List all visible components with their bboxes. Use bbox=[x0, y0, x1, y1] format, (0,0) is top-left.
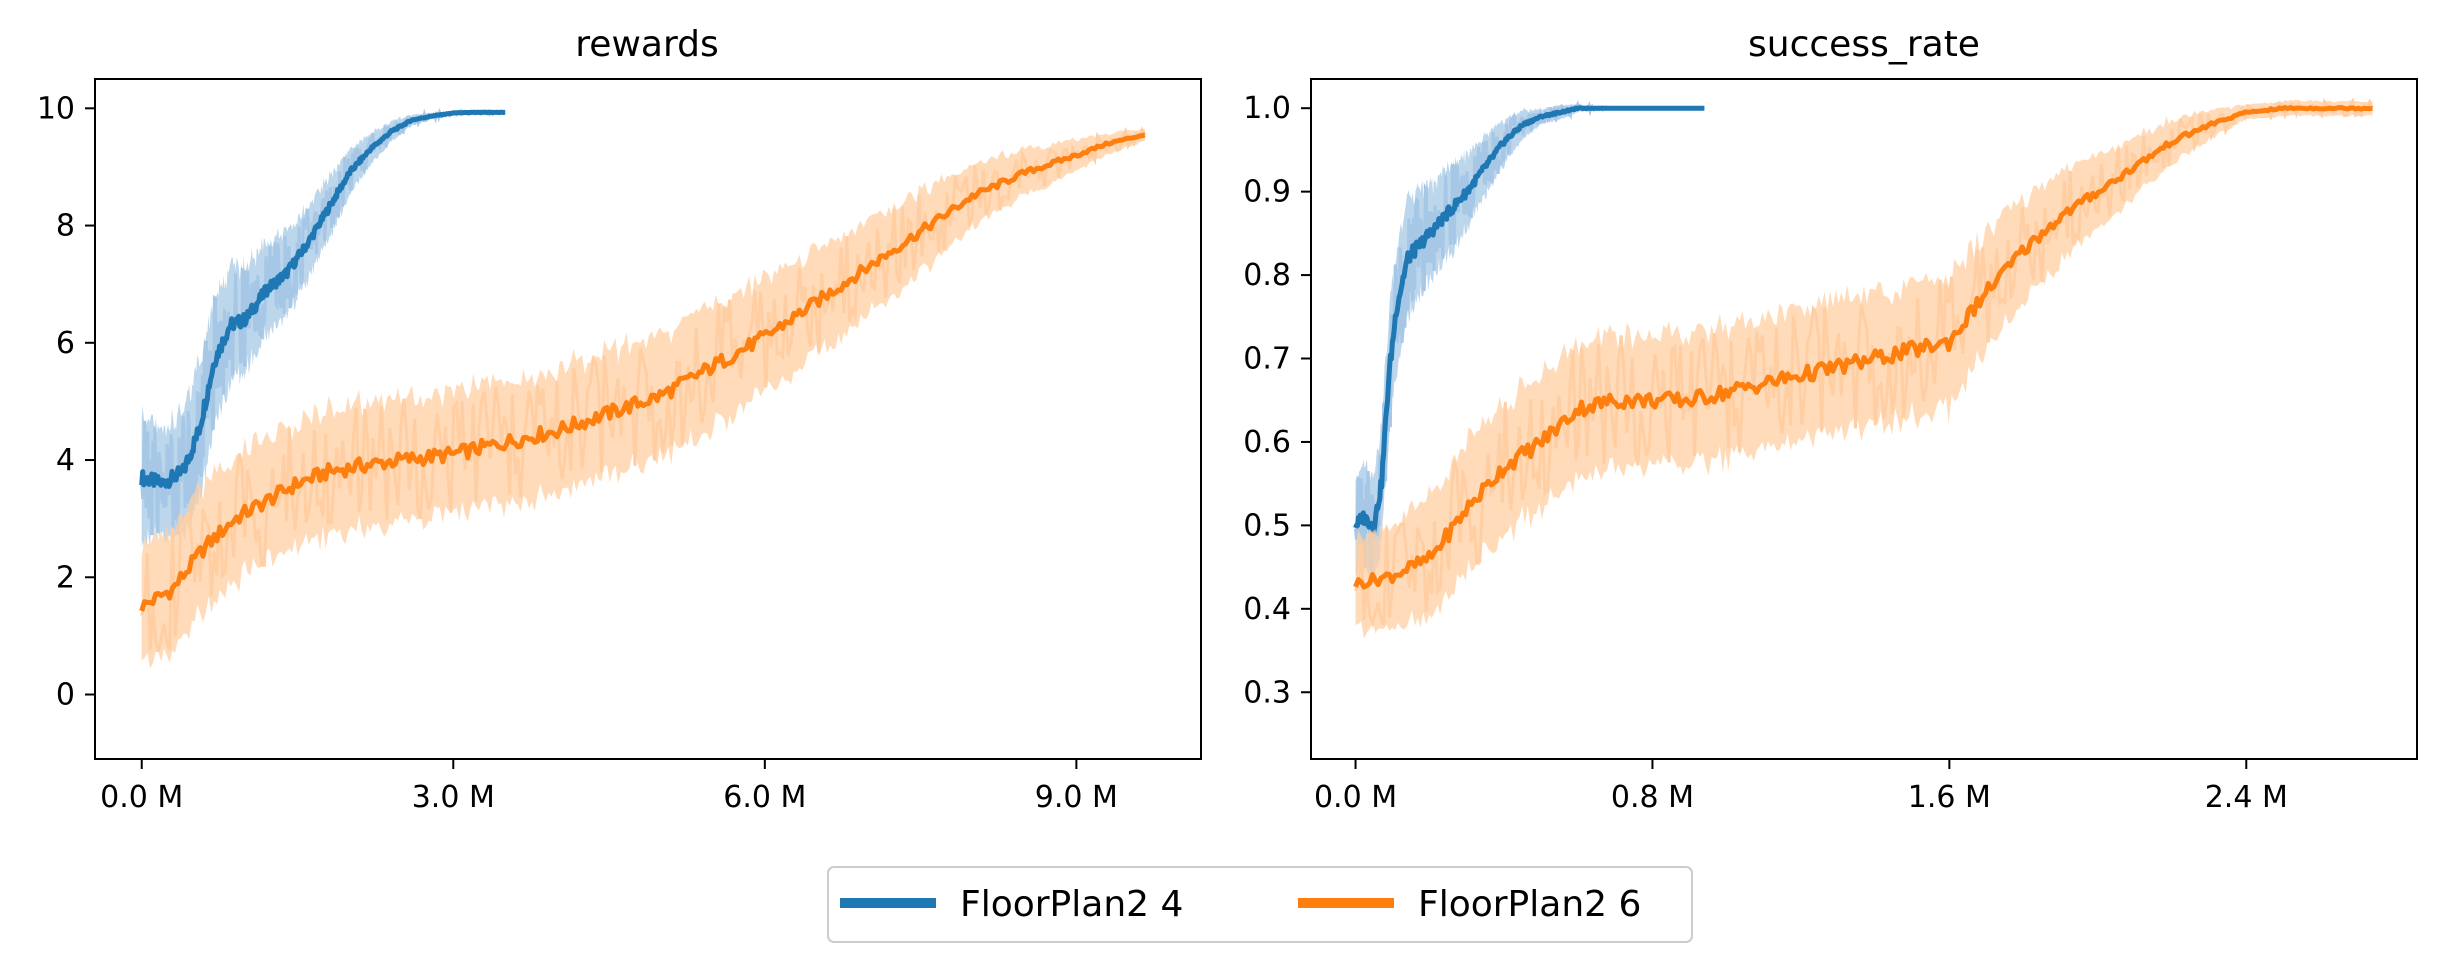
y-tick-label: 0.5 bbox=[1243, 508, 1291, 543]
legend-label-floorplan2-4: FloorPlan2 4 bbox=[960, 884, 1183, 925]
series-line-floorplan2-4 bbox=[1353, 105, 1706, 534]
x-tick-label: 2.4 M bbox=[2205, 780, 2288, 815]
x-tick-label: 6.0 M bbox=[723, 780, 806, 815]
legend-frame bbox=[827, 866, 1693, 943]
axes-frame bbox=[94, 78, 1202, 760]
plot-area bbox=[1353, 97, 2374, 639]
x-tick-label: 0.0 M bbox=[100, 780, 183, 815]
legend: FloorPlan2 4 FloorPlan2 6 bbox=[827, 866, 1693, 943]
series-line-floorplan2-4 bbox=[139, 109, 507, 489]
chart-title: rewards bbox=[575, 24, 718, 65]
plot-area bbox=[139, 107, 1147, 669]
y-tick-label: 1.0 bbox=[1243, 91, 1291, 126]
x-tick-label: 0.0 M bbox=[1314, 780, 1397, 815]
x-tick-label: 9.0 M bbox=[1035, 780, 1118, 815]
y-tick-label: 10 bbox=[37, 91, 75, 126]
x-tick-label: 3.0 M bbox=[412, 780, 495, 815]
series-band-floorplan2-6 bbox=[1355, 99, 2373, 639]
y-tick-label: 0.7 bbox=[1243, 342, 1291, 377]
series-line-floorplan2-6 bbox=[1353, 105, 2373, 590]
axes-frame bbox=[1310, 78, 2418, 760]
y-tick-label: 0.4 bbox=[1243, 592, 1291, 627]
y-tick-label: 6 bbox=[56, 326, 75, 361]
x-tick-label: 1.6 M bbox=[1908, 780, 1991, 815]
x-tick-label: 0.8 M bbox=[1611, 780, 1694, 815]
y-tick-label: 8 bbox=[56, 209, 75, 244]
rewards-chart-panel: rewards 0.0 M 3.0 M 6.0 M 9.0 M 0 2 4 6 8 10 bbox=[37, 24, 1202, 815]
y-tick-label: 2 bbox=[56, 560, 75, 595]
y-tick-label: 0.6 bbox=[1243, 425, 1291, 460]
y-tick-label: 0.3 bbox=[1243, 675, 1291, 710]
y-tick-label: 4 bbox=[56, 443, 75, 478]
series-line-floorplan2-6 bbox=[139, 132, 1146, 612]
y-tick-label: 0 bbox=[56, 678, 75, 713]
success-rate-chart-panel: success_rate 0.0 M 0.8 M 1.6 M 2.4 M 0.3 0.4 0… bbox=[1243, 24, 2418, 815]
y-tick-label: 0.9 bbox=[1243, 175, 1291, 210]
y-tick-label: 0.8 bbox=[1243, 258, 1291, 293]
chart-title: success_rate bbox=[1748, 24, 1980, 65]
series-band-floorplan2-6 bbox=[141, 128, 1145, 669]
legend-label-floorplan2-6: FloorPlan2 6 bbox=[1418, 884, 1641, 925]
